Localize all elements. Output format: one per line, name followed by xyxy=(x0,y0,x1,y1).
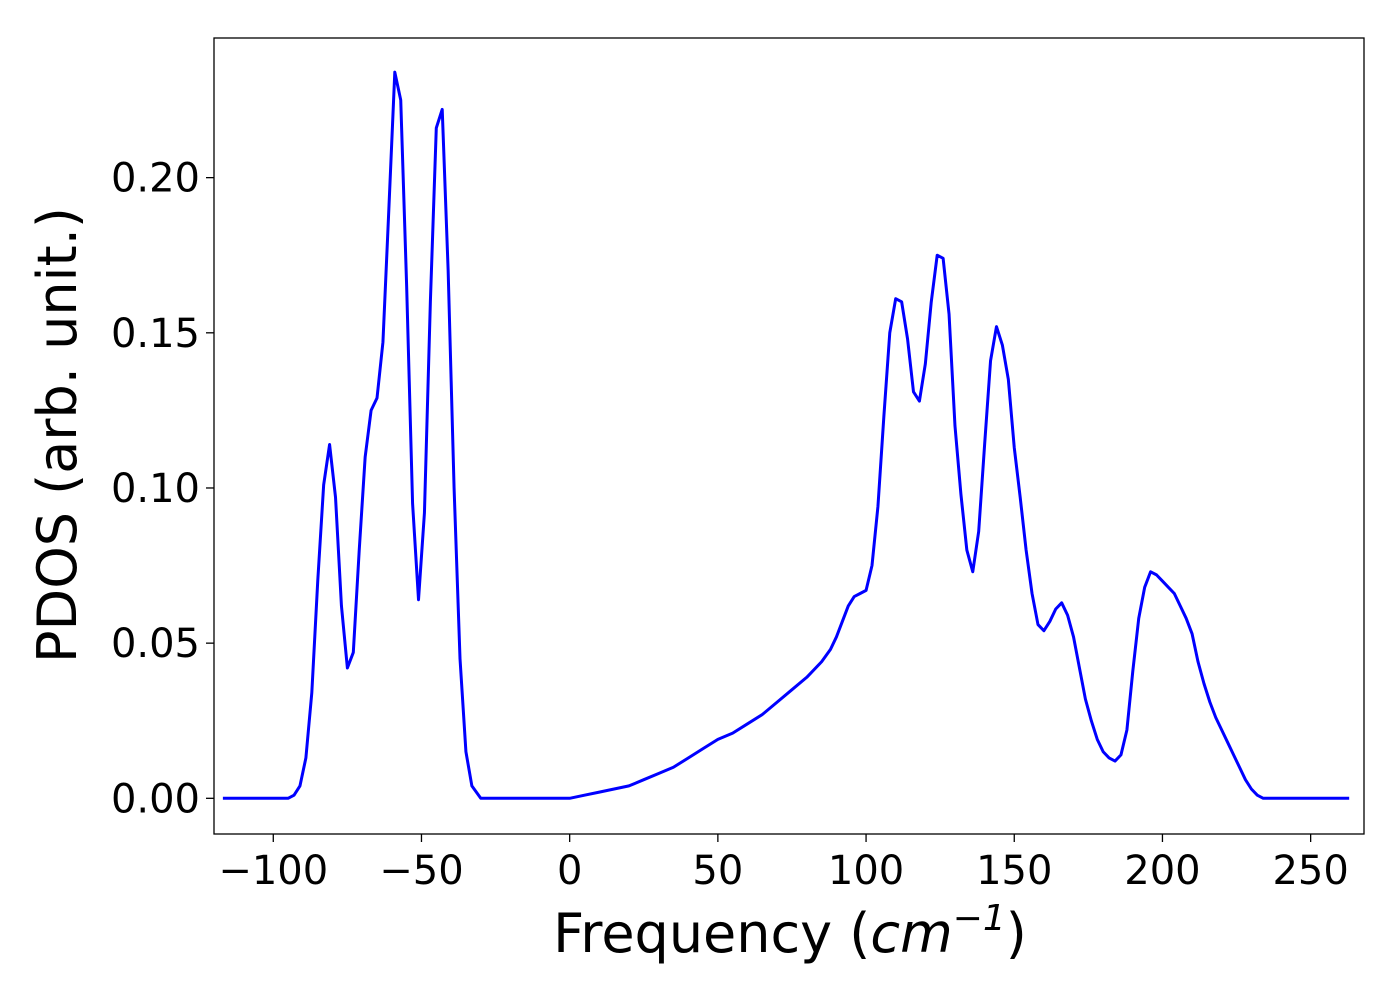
x-tick-label: 100 xyxy=(828,848,904,894)
x-axis-label-unit: cm xyxy=(870,902,952,965)
x-axis-label-exponent: −1 xyxy=(953,898,1006,939)
y-tick-label: 0.05 xyxy=(111,621,200,667)
x-tick-label: 0 xyxy=(557,848,582,894)
x-tick-label: 250 xyxy=(1272,848,1348,894)
x-tick-label: 150 xyxy=(976,848,1052,894)
plot-frame xyxy=(213,37,1365,835)
y-tick-label: 0.10 xyxy=(111,466,200,512)
y-tick-label: 0.20 xyxy=(111,156,200,202)
x-axis-label-suffix: ) xyxy=(1006,902,1027,965)
y-axis-ticks: 0.00 0.05 0.10 0.15 0.20 xyxy=(111,156,214,822)
x-axis-label-prefix: Frequency ( xyxy=(553,902,870,965)
y-tick-label: 0.15 xyxy=(111,311,200,357)
x-tick-label: −50 xyxy=(379,848,463,894)
y-axis-label: PDOS (arb. unit.) xyxy=(26,207,89,663)
y-tick-label: 0.00 xyxy=(111,776,200,822)
pdos-series-line-0 xyxy=(222,70,1350,800)
x-tick-label: 200 xyxy=(1124,848,1200,894)
series-layer xyxy=(222,70,1350,800)
x-tick-label: 50 xyxy=(692,848,743,894)
x-axis-ticks: −100 −50 0 50 100 150 200 250 xyxy=(218,834,1349,894)
x-axis-label: Frequency (cm−1) xyxy=(553,898,1027,965)
x-tick-label: −100 xyxy=(218,848,328,894)
